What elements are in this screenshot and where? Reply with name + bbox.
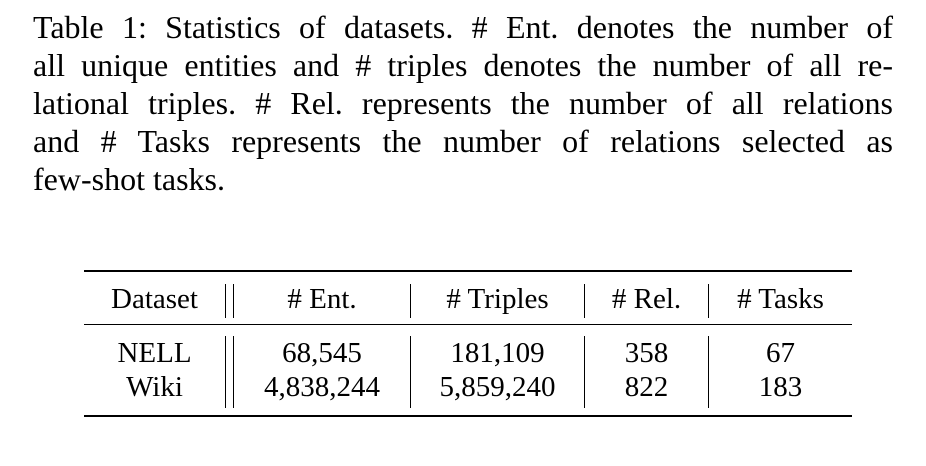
caption-line: few-shot tasks.	[33, 161, 225, 197]
caption-line: all unique entities and # triples denote…	[33, 47, 893, 83]
table-cell: 181,109	[450, 337, 545, 369]
column-divider	[410, 284, 411, 318]
column-divider	[708, 336, 709, 408]
caption-line: Table 1: Statistics of datasets. # Ent. …	[33, 9, 893, 45]
table-cell: 183	[758, 371, 803, 403]
table-cell: Wiki	[126, 371, 183, 403]
table-cell: 822	[624, 371, 669, 403]
header-relations: # Rel.	[611, 283, 682, 315]
table-cell: NELL	[117, 337, 192, 369]
header-entities: # Ent.	[287, 283, 357, 315]
caption-line: lational triples. # Rel. represents the …	[33, 85, 893, 121]
column-divider	[225, 284, 226, 318]
table-header-rule	[84, 324, 852, 325]
column-divider	[410, 336, 411, 408]
header-tasks: # Tasks	[737, 283, 824, 315]
table-bottom-rule	[84, 415, 852, 417]
caption-line: and # Tasks represents the number of rel…	[33, 123, 893, 159]
column-divider	[225, 336, 226, 408]
statistics-table: Dataset # Ent. # Triples # Rel. # Tasks …	[84, 270, 852, 417]
table-top-rule	[84, 270, 852, 272]
header-dataset: Dataset	[111, 283, 198, 315]
column-divider	[233, 336, 234, 408]
table-caption: Table 1: Statistics of datasets. # Ent. …	[33, 8, 893, 198]
column-divider	[708, 284, 709, 318]
header-triples: # Triples	[446, 283, 549, 315]
table-cell: 67	[766, 337, 795, 369]
table-cell: 4,838,244	[264, 371, 380, 403]
table-cell: 68,545	[282, 337, 362, 369]
column-divider	[233, 284, 234, 318]
column-divider	[584, 284, 585, 318]
table-cell: 5,859,240	[439, 371, 556, 403]
column-divider	[584, 336, 585, 408]
table-cell: 358	[624, 337, 669, 369]
